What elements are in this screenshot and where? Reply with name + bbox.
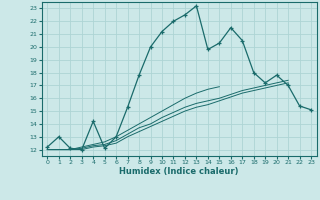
- X-axis label: Humidex (Indice chaleur): Humidex (Indice chaleur): [119, 167, 239, 176]
